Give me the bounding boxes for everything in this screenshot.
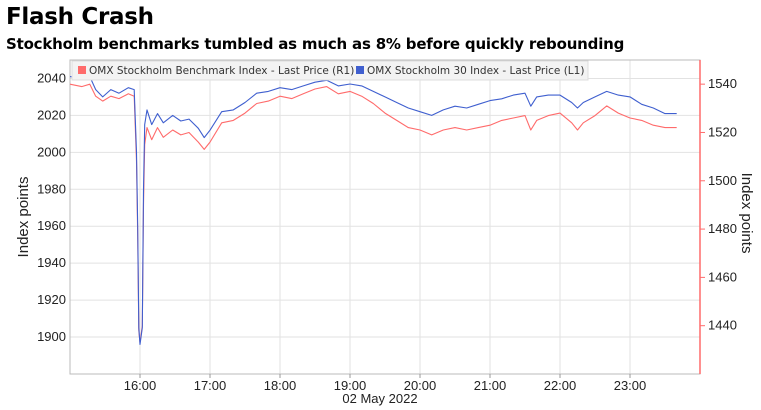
y-left-tick-label: 2000 xyxy=(37,144,66,159)
x-tick-label: 17:00 xyxy=(194,378,227,393)
legend-swatch-1 xyxy=(78,66,86,74)
chart-subtitle: Stockholm benchmarks tumbled as much as … xyxy=(6,35,625,53)
y-left-tick-label: 1920 xyxy=(37,292,66,307)
y-right-tick-label: 1540 xyxy=(708,76,737,91)
x-tick-label: 21:00 xyxy=(474,378,507,393)
y-right-tick-label: 1520 xyxy=(708,124,737,139)
x-tick-label: 19:00 xyxy=(334,378,367,393)
tick-labels: 16:00 17:00 18:00 19:00 20:00 21:00 22:00 23:00… xyxy=(37,70,737,393)
x-tick-label: 22:00 xyxy=(544,378,577,393)
gridlines xyxy=(70,60,700,374)
y-left-tick-label: 2020 xyxy=(37,107,66,122)
y-right-tick-label: 1440 xyxy=(708,318,737,333)
series-line-2 xyxy=(69,76,677,345)
x-tick-label: 23:00 xyxy=(614,378,647,393)
legend: OMX Stockholm Benchmark Index - Last Pri… xyxy=(71,60,589,81)
y-right-tick-label: 1460 xyxy=(708,269,737,284)
legend-label-1: OMX Stockholm Benchmark Index - Last Pri… xyxy=(89,65,354,77)
y-left-tick-label: 1980 xyxy=(37,181,66,196)
y-left-tick-label: 1900 xyxy=(37,329,66,344)
y-right-tick-label: 1480 xyxy=(708,221,737,236)
series-layer xyxy=(69,76,677,345)
x-tick-label: 18:00 xyxy=(264,378,297,393)
y-axis-label-right: Index points xyxy=(738,173,755,254)
legend-swatch-2 xyxy=(356,66,364,74)
chart-title: Flash Crash xyxy=(6,4,154,30)
x-axis-label: 02 May 2022 xyxy=(342,391,417,406)
series-line-1 xyxy=(69,83,677,344)
x-tick-label: 20:00 xyxy=(404,378,437,393)
legend-label-2: OMX Stockholm 30 Index - Last Price (L1) xyxy=(367,65,584,77)
y-left-tick-label: 1960 xyxy=(37,218,66,233)
y-left-tick-label: 1940 xyxy=(37,255,66,270)
y-axis-label-left: Index points xyxy=(15,177,32,258)
y-right-tick-label: 1500 xyxy=(708,173,737,188)
x-tick-label: 16:00 xyxy=(124,378,157,393)
y-left-tick-label: 2040 xyxy=(37,70,66,85)
legend-box xyxy=(71,60,589,81)
